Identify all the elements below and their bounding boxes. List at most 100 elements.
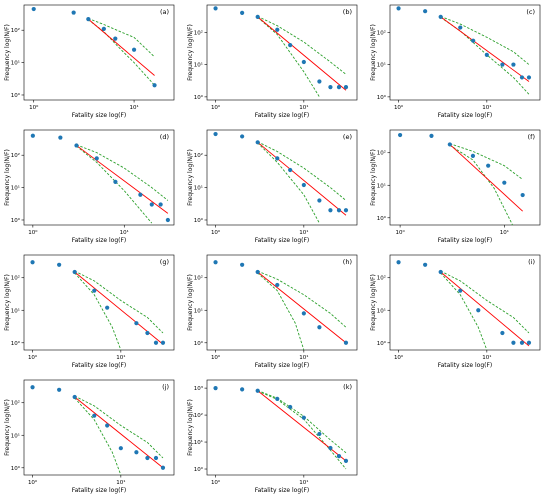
fit-line — [88, 18, 155, 76]
confidence-lower-line — [257, 272, 305, 350]
y-axis-label: Frequency log(N/F) — [187, 149, 194, 206]
y-tick-label: 10¹ — [377, 62, 386, 69]
y-tick-label: 10² — [377, 29, 386, 36]
fit-line — [440, 16, 530, 82]
data-point — [74, 143, 79, 148]
data-point — [31, 6, 36, 12]
data-point — [343, 208, 349, 213]
data-point — [138, 192, 143, 197]
data-point — [240, 387, 245, 392]
data-point — [92, 413, 97, 418]
data-point — [94, 156, 99, 161]
chart-panel: 10⁰ 10¹ 10⁰ 10¹ 10² Fatality size log(F) Frequ… — [4, 4, 175, 119]
y-tick-label: 10¹ — [194, 185, 203, 192]
panel-label: (c) — [526, 8, 535, 16]
y-axis-label: Frequency log(N/F) — [4, 149, 11, 206]
data-point — [317, 198, 322, 203]
data-point — [105, 305, 110, 310]
data-point — [101, 26, 106, 31]
data-point — [149, 202, 154, 207]
fit-line — [257, 141, 347, 216]
x-tick-label: 10¹ — [299, 104, 308, 111]
y-tick-label: 10² — [194, 152, 203, 159]
y-tick-label: 10¹ — [377, 307, 386, 314]
confidence-upper-line — [257, 270, 347, 328]
chart-panel: 10⁰ 10¹ 10⁰ 10¹ 10² Fatality size log(F) Frequ… — [370, 254, 541, 369]
x-tick-label: 10⁰ — [29, 104, 39, 111]
x-tick-label: 10⁰ — [211, 479, 221, 486]
data-point — [213, 260, 218, 265]
plot-area — [213, 386, 349, 470]
confidence-upper-line — [440, 270, 530, 334]
y-tick-label: 10⁰ — [194, 466, 204, 473]
confidence-lower-line — [257, 17, 320, 98]
fit-line — [449, 144, 523, 212]
data-point — [317, 79, 322, 84]
axes-frame — [389, 129, 541, 226]
y-tick-label: 10² — [11, 400, 20, 407]
data-point — [336, 208, 342, 213]
data-point — [519, 340, 525, 345]
x-tick-label: 10¹ — [299, 354, 308, 361]
x-tick-label: 10¹ — [129, 104, 138, 111]
data-point — [145, 330, 150, 336]
data-point — [72, 269, 77, 275]
axes-frame — [389, 254, 541, 351]
x-tick-label: 10¹ — [299, 229, 308, 236]
data-point — [301, 415, 306, 420]
axes-frame — [206, 254, 358, 351]
data-point — [72, 394, 77, 400]
axes-frame — [206, 379, 358, 476]
y-axis-label: Frequency log(N/F) — [370, 149, 377, 206]
chart-panel: 10⁰ 10¹ 10⁰ 10¹ 10² Fatality size log(F) Frequ… — [187, 254, 358, 369]
x-tick-label: 10¹ — [116, 354, 125, 361]
y-tick-label: 10² — [11, 152, 20, 159]
data-point — [288, 43, 293, 48]
axes-frame — [206, 4, 358, 101]
panel-label: (g) — [160, 258, 169, 266]
data-point — [275, 396, 280, 401]
data-point — [240, 134, 245, 139]
data-point — [500, 62, 505, 67]
data-point — [57, 262, 62, 267]
data-point — [158, 202, 163, 207]
data-point — [470, 153, 476, 158]
x-tick-label: 10¹ — [120, 229, 129, 236]
x-axis-label: Fatality size log(F) — [72, 112, 127, 119]
plot-area — [30, 260, 166, 350]
y-tick-label: 10² — [194, 412, 203, 419]
data-point — [30, 260, 35, 265]
x-tick-label: 10¹ — [500, 229, 509, 236]
confidence-lower-line — [440, 272, 488, 350]
data-point — [131, 47, 137, 52]
y-axis-label: Frequency log(N/F) — [187, 24, 194, 81]
y-tick-label: 10¹ — [194, 62, 203, 69]
x-tick-label: 10⁰ — [395, 229, 405, 236]
y-tick-label: 10¹ — [11, 185, 20, 192]
confidence-upper-line — [74, 395, 164, 459]
x-tick-label: 10⁰ — [211, 229, 221, 236]
data-point — [153, 340, 159, 345]
data-point — [526, 340, 532, 345]
data-point — [288, 404, 293, 410]
data-point — [105, 423, 110, 428]
y-tick-label: 10² — [11, 27, 20, 34]
x-tick-label: 10⁰ — [211, 104, 221, 111]
data-point — [396, 260, 401, 265]
confidence-lower-line — [257, 390, 347, 470]
data-point — [476, 308, 481, 313]
data-point — [500, 330, 505, 336]
plot-area — [31, 6, 157, 88]
panel-label: (k) — [343, 383, 352, 391]
data-point — [484, 52, 489, 57]
data-point — [152, 83, 157, 88]
y-tick-label: 10¹ — [11, 432, 20, 439]
confidence-upper-line — [449, 143, 523, 180]
panel-label: (h) — [343, 258, 352, 266]
chart-panel: 10⁰ 10¹ 10⁰ 10¹ 10² Fatality size log(F) Frequ… — [370, 4, 541, 119]
data-point — [30, 385, 35, 390]
y-tick-label: 10⁰ — [377, 215, 387, 222]
data-point — [502, 180, 507, 185]
confidence-lower-line — [440, 16, 530, 95]
